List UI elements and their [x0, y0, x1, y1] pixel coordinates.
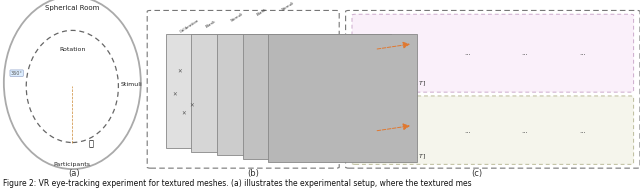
FancyBboxPatch shape — [166, 34, 314, 148]
FancyBboxPatch shape — [243, 34, 391, 159]
Text: Rotation: Rotation — [59, 47, 86, 52]
Text: $S_1$: $S_1$ — [357, 78, 366, 88]
FancyBboxPatch shape — [268, 34, 417, 162]
Text: $t_n \in [0, T]$: $t_n \in [0, T]$ — [396, 151, 426, 161]
Text: Stimuli: Stimuli — [230, 12, 244, 23]
Text: ...: ... — [579, 128, 586, 134]
Text: ✕: ✕ — [189, 104, 195, 109]
Text: (b): (b) — [247, 169, 259, 178]
Text: 👤: 👤 — [362, 126, 368, 136]
FancyBboxPatch shape — [352, 14, 634, 92]
Text: ...: ... — [464, 128, 470, 134]
Text: Stimuli: Stimuli — [120, 82, 142, 87]
Text: ✕: ✕ — [172, 93, 177, 97]
Text: ...: ... — [522, 50, 528, 56]
FancyBboxPatch shape — [217, 34, 365, 155]
Text: 👤: 👤 — [362, 48, 368, 58]
Text: ✕: ✕ — [181, 112, 186, 116]
Text: 360°: 360° — [11, 71, 22, 76]
Text: $t_1 \in [0, T]$: $t_1 \in [0, T]$ — [396, 78, 426, 88]
FancyBboxPatch shape — [191, 34, 340, 152]
Text: Spherical Room: Spherical Room — [45, 5, 99, 11]
Text: (a): (a) — [68, 169, 79, 178]
Text: Calibration: Calibration — [179, 19, 200, 34]
Text: Participants: Participants — [54, 162, 91, 167]
Text: ...: ... — [464, 50, 470, 56]
Text: ...: ... — [579, 50, 586, 56]
Text: Stimuli: Stimuli — [282, 0, 296, 11]
Text: ...: ... — [522, 128, 528, 134]
Text: Blank: Blank — [256, 7, 268, 17]
Text: Blank: Blank — [205, 19, 216, 28]
Text: $S_n$: $S_n$ — [357, 150, 366, 161]
Text: Figure 2: VR eye-tracking experiment for textured meshes. (a) illustrates the ex: Figure 2: VR eye-tracking experiment for… — [3, 179, 472, 188]
Text: 👤: 👤 — [89, 139, 94, 148]
Text: ✕: ✕ — [177, 70, 182, 75]
FancyBboxPatch shape — [352, 96, 634, 164]
Text: (c): (c) — [471, 169, 483, 178]
